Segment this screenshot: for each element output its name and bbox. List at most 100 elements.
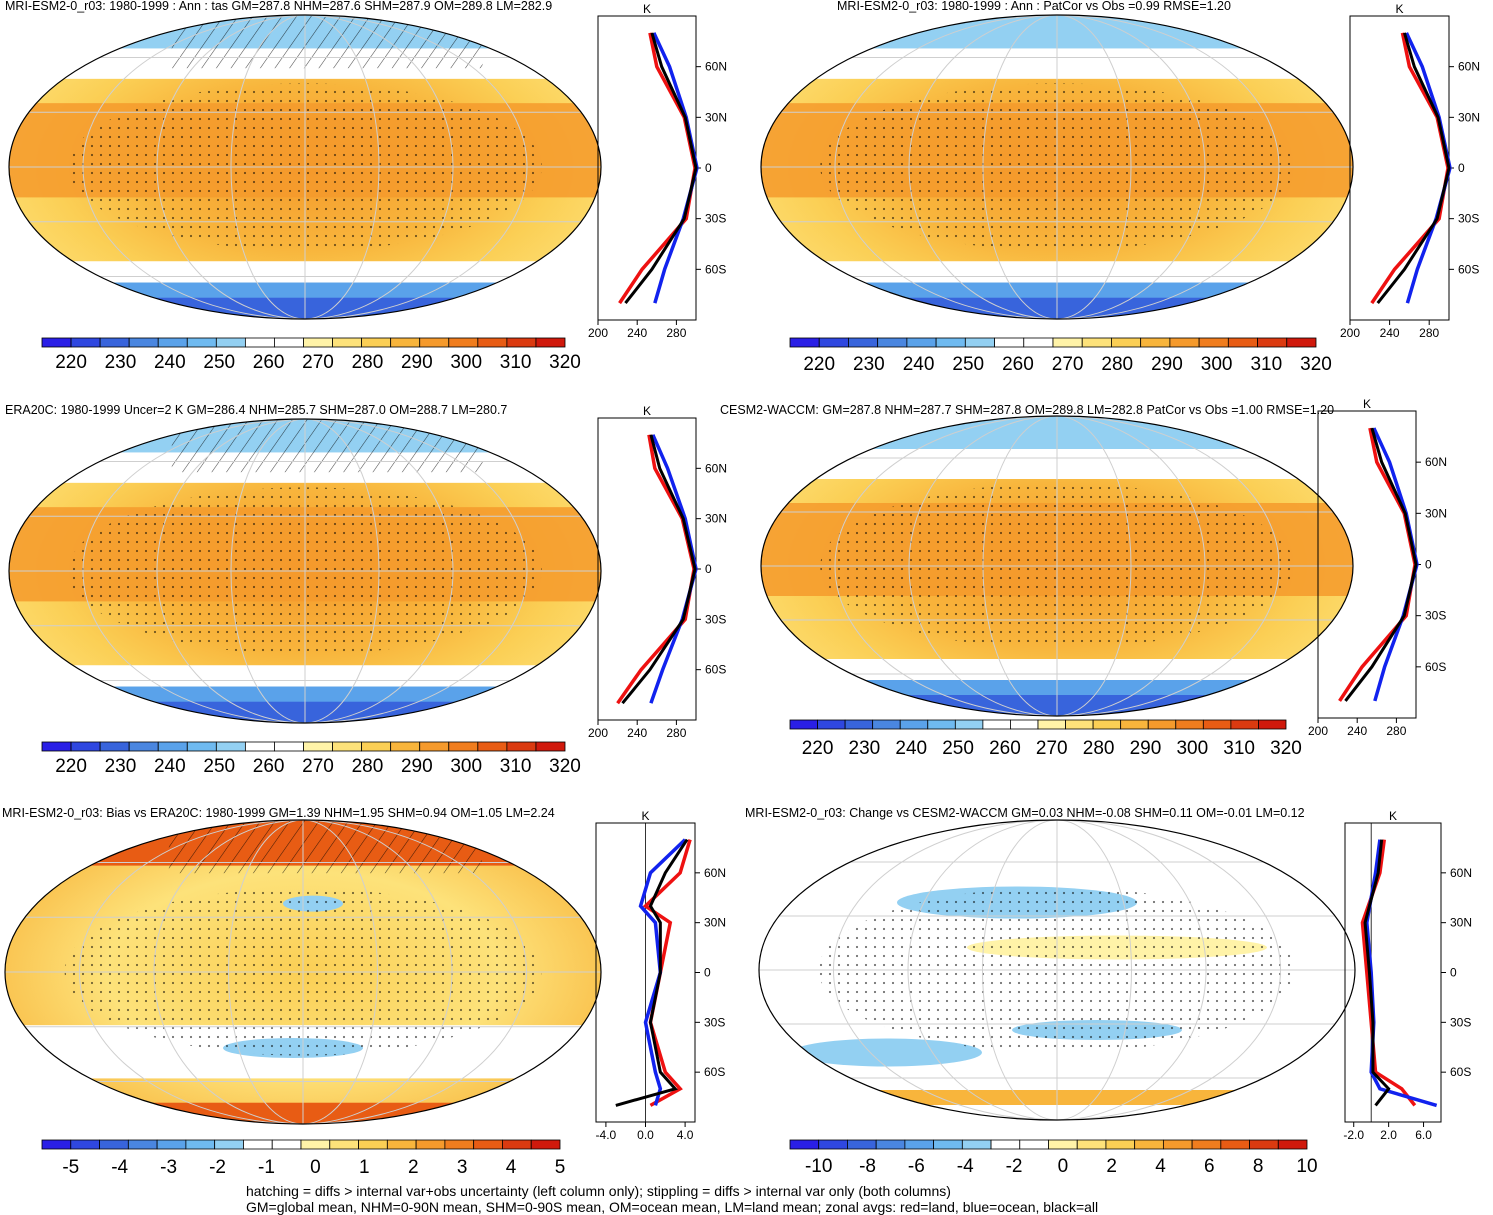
- x-tick-label: 0.0: [637, 1128, 654, 1142]
- colorbar-tick-label: 260: [1002, 354, 1034, 375]
- colorbar-box: [789, 337, 820, 348]
- x-tick-label: 200: [1340, 326, 1360, 340]
- colorbar-box: [415, 1139, 446, 1150]
- panel-title: CESM2-WACCM: GM=287.8 NHM=287.7 SHM=287.…: [720, 403, 1334, 417]
- colorbar-box: [1037, 719, 1066, 730]
- colorbar-box: [185, 1139, 216, 1150]
- x-tick-label: 280: [1386, 724, 1406, 738]
- colorbar-box: [875, 1139, 906, 1150]
- colorbar-tick-label: 290: [1130, 738, 1162, 759]
- lat-tick-label: 0: [1425, 558, 1432, 572]
- zonal-units-label: K: [642, 809, 650, 823]
- colorbar-tick-label: 270: [302, 352, 334, 373]
- panel-title: MRI-ESM2-0_r03: Bias vs ERA20C: 1980-199…: [2, 806, 555, 820]
- colorbar-box: [99, 1139, 129, 1150]
- colorbar-tick-label: 230: [853, 354, 885, 375]
- lat-tick-label: 60N: [1450, 866, 1472, 880]
- colorbar-tick-label: 0: [1058, 1156, 1069, 1177]
- hatching: [171, 15, 483, 69]
- colorbar-box: [535, 741, 566, 752]
- lat-tick-label: 30S: [1458, 212, 1479, 226]
- colorbar-box: [877, 337, 908, 348]
- lat-tick-label: 30N: [1458, 110, 1480, 124]
- colorbar-tick-label: 250: [952, 354, 984, 375]
- colorbar-box: [70, 337, 101, 348]
- panel-patcor: MRI-ESM2-0_r03: 1980-1999 : Ann : PatCor…: [760, 0, 1480, 375]
- colorbar-box: [789, 1139, 820, 1150]
- lat-tick-label: 60N: [704, 866, 726, 880]
- lat-tick-label: 30S: [705, 212, 726, 226]
- lat-tick-label: 60N: [705, 60, 727, 74]
- x-tick-label: 200: [588, 326, 608, 340]
- x-tick-label: 6.0: [1415, 1128, 1432, 1142]
- colorbar-tick-label: 4: [1155, 1156, 1166, 1177]
- colorbar-box: [303, 741, 333, 752]
- colorbar-box: [386, 1139, 417, 1150]
- lat-tick-label: 0: [705, 562, 712, 576]
- colorbar-box: [1052, 337, 1083, 348]
- colorbar-tick-label: 220: [803, 354, 835, 375]
- zonal-line-all: [1344, 427, 1418, 702]
- colorbar-box: [157, 741, 188, 752]
- colorbar-box: [848, 337, 879, 348]
- meridian-line: [833, 820, 1281, 1120]
- colorbar-tick-label: 280: [352, 756, 384, 777]
- lat-tick-label: 30N: [704, 916, 726, 930]
- lat-tick-label: 60S: [705, 663, 726, 677]
- colorbar-box: [41, 741, 72, 752]
- colorbar-box: [844, 719, 874, 730]
- colorbar-tick-label: 320: [549, 352, 581, 373]
- colorbar-box: [1286, 337, 1317, 348]
- colorbar-tick-label: 2: [1106, 1156, 1117, 1177]
- colorbar-tick-label: 270: [1052, 354, 1084, 375]
- colorbar-tick-label: 250: [942, 738, 974, 759]
- lat-tick-label: 0: [704, 966, 711, 980]
- colorbar-box: [530, 1139, 561, 1150]
- colorbar-box: [1065, 719, 1094, 730]
- colorbar-box: [128, 741, 159, 752]
- colorbar-box: [1111, 337, 1142, 348]
- colorbar-tick-label: -2: [209, 1157, 226, 1178]
- colorbar-box: [904, 1139, 935, 1150]
- panel-title: MRI-ESM2-0_r03: 1980-1999 : Ann : PatCor…: [837, 0, 1231, 13]
- meridian-line: [834, 15, 1280, 319]
- zonal-mean-plot: K 60N 30N 0 30S 60S 200 240 280: [588, 2, 727, 340]
- colorbar-box: [1134, 1139, 1164, 1150]
- colorbar-box: [982, 719, 1011, 730]
- colorbar-tick-label: 300: [450, 756, 482, 777]
- colorbar-tick-label: -2: [1006, 1156, 1023, 1177]
- map-border: [8, 418, 602, 724]
- x-tick-label: 4.0: [677, 1128, 694, 1142]
- colorbar-tick-label: 260: [253, 756, 285, 777]
- colorbar-box: [186, 337, 217, 348]
- colorbar-tick-label: 230: [849, 738, 881, 759]
- panels-layer: MRI-ESM2-0_r03: 1980-1999 : Ann : tas GM…: [2, 0, 1480, 1178]
- colorbar-box: [390, 741, 421, 752]
- colorbar-box: [1191, 1139, 1222, 1150]
- colorbar-box: [1175, 719, 1204, 730]
- zonal-frame: [1344, 822, 1442, 1123]
- colorbar-box: [41, 1139, 72, 1150]
- colorbar-box: [1081, 337, 1112, 348]
- colorbar-box: [1105, 1139, 1136, 1150]
- x-tick-label: -2.0: [1343, 1128, 1364, 1142]
- colorbar-box: [954, 719, 984, 730]
- zonal-line-all: [1376, 32, 1451, 305]
- colorbar-box: [872, 719, 901, 730]
- meridian-line: [153, 820, 453, 1124]
- colorbar-box: [1092, 719, 1122, 730]
- colorbar-tick-label: 290: [1151, 354, 1183, 375]
- colorbar-box: [1010, 719, 1039, 730]
- colorbar-box: [419, 741, 450, 752]
- zonal-units-label: K: [1396, 2, 1404, 16]
- meridian-line: [834, 416, 1280, 716]
- colorbar-tick-label: 300: [1176, 738, 1208, 759]
- colorbar-box: [818, 1139, 848, 1150]
- colorbar-box: [994, 337, 1025, 348]
- zonal-mean-plot: K 60N 30N 0 30S 60S 200 240 280: [588, 404, 727, 740]
- colorbar-box: [444, 1139, 475, 1150]
- zonal-line-land: [642, 839, 692, 1107]
- meridian-line: [982, 416, 1132, 716]
- colorbar-box: [448, 741, 479, 752]
